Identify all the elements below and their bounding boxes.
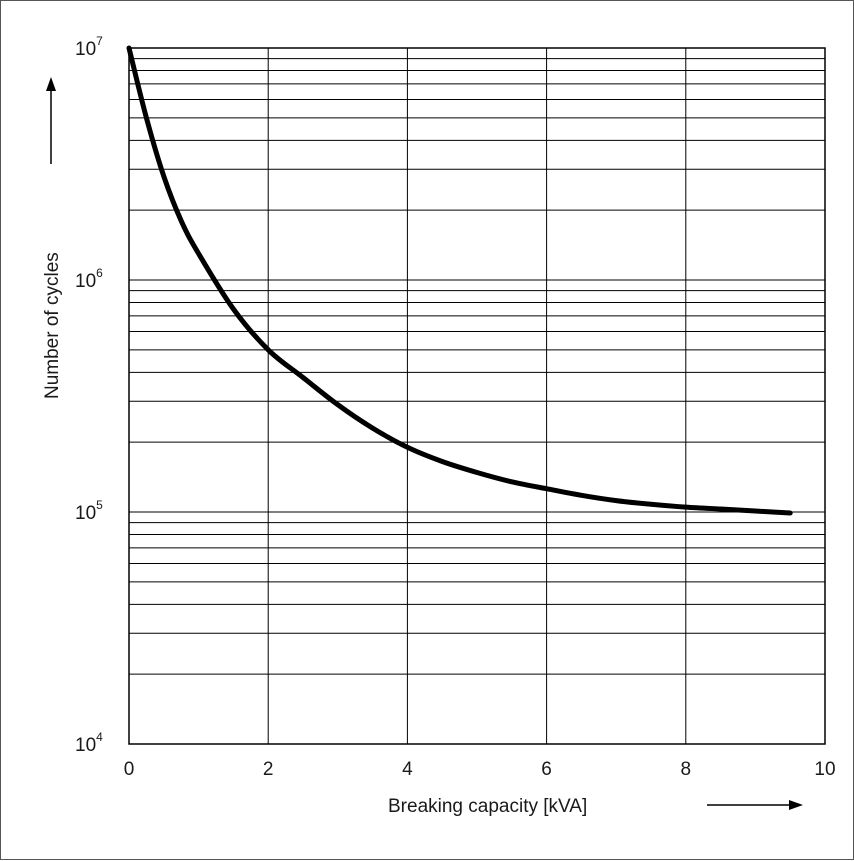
plot-border [128,47,826,745]
y-tick-label: 106 [75,266,103,292]
x-tick-label: 8 [681,759,692,780]
x-axis-arrow [707,800,803,810]
x-tick-label: 4 [402,759,413,780]
y-axis-label: Number of cycles [42,252,63,399]
y-tick-labels: 104 105 106 107 [75,34,103,756]
series-curve [126,45,793,516]
x-tick-labels: 0 2 4 6 8 10 [124,759,836,780]
x-tick-label: 6 [541,759,552,780]
x-tick-label: 0 [124,759,135,780]
y-tick-label: 107 [75,34,103,60]
y-axis-arrow [46,77,56,164]
grid [128,48,826,745]
x-tick-label: 2 [263,759,274,780]
y-tick-label: 105 [75,498,103,524]
y-tick-label: 104 [75,730,103,756]
x-axis-label: Breaking capacity [kVA] [388,796,587,817]
x-tick-label: 10 [814,759,835,780]
